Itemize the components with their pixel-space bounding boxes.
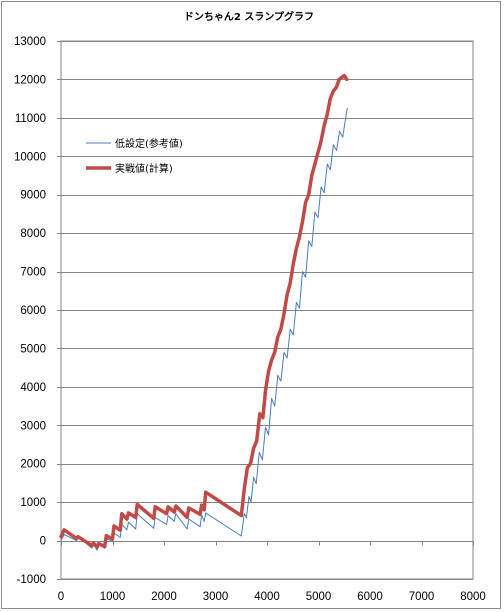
x-tick-label: 5000 xyxy=(306,591,332,603)
series-line-low-setting xyxy=(60,107,348,551)
y-tick-label: 3000 xyxy=(20,420,46,432)
y-tick-label: 6000 xyxy=(20,305,46,317)
x-tick-label: 8000 xyxy=(460,591,486,603)
x-axis: 0 1000 2000 3000 4000 5000 6000 7000 8000 xyxy=(58,541,486,603)
y-tick-label: 5000 xyxy=(20,343,46,355)
x-tick-label: 7000 xyxy=(409,591,435,603)
x-tick-label: 6000 xyxy=(357,591,383,603)
y-tick-label: 1000 xyxy=(20,497,46,509)
y-tick-label: 12000 xyxy=(14,74,46,86)
gridlines xyxy=(61,41,473,580)
x-tick-label: 1000 xyxy=(100,591,126,603)
x-tick-label: 4000 xyxy=(254,591,280,603)
y-tick-label: -1000 xyxy=(17,574,46,586)
y-tick-label: 8000 xyxy=(20,228,46,240)
legend-label-low-setting: 低設定(参考値) xyxy=(115,137,183,150)
y-tick-label: 9000 xyxy=(20,190,46,202)
y-tick-label: 13000 xyxy=(14,36,46,48)
series-line-actual xyxy=(59,73,349,549)
y-axis: -1000 0 1000 2000 3000 4000 5000 6000 7000 8000 90… xyxy=(14,36,61,586)
series-layer xyxy=(59,73,349,551)
x-tick-label: 2000 xyxy=(151,591,177,603)
x-tick-label: 3000 xyxy=(203,591,229,603)
y-tick-label: 0 xyxy=(40,536,46,548)
y-tick-label: 7000 xyxy=(20,267,46,279)
chart-title: ドンちゃん2 スランプグラフ xyxy=(184,10,314,23)
y-tick-label: 11000 xyxy=(15,113,46,125)
y-tick-label: 4000 xyxy=(20,382,46,394)
x-tick-label: 0 xyxy=(58,591,64,603)
legend: 低設定(参考値) 実戦値(計算) xyxy=(86,137,183,175)
legend-label-actual: 実戦値(計算) xyxy=(115,162,173,175)
y-tick-label: 10000 xyxy=(14,151,46,163)
y-tick-label: 2000 xyxy=(20,459,46,471)
